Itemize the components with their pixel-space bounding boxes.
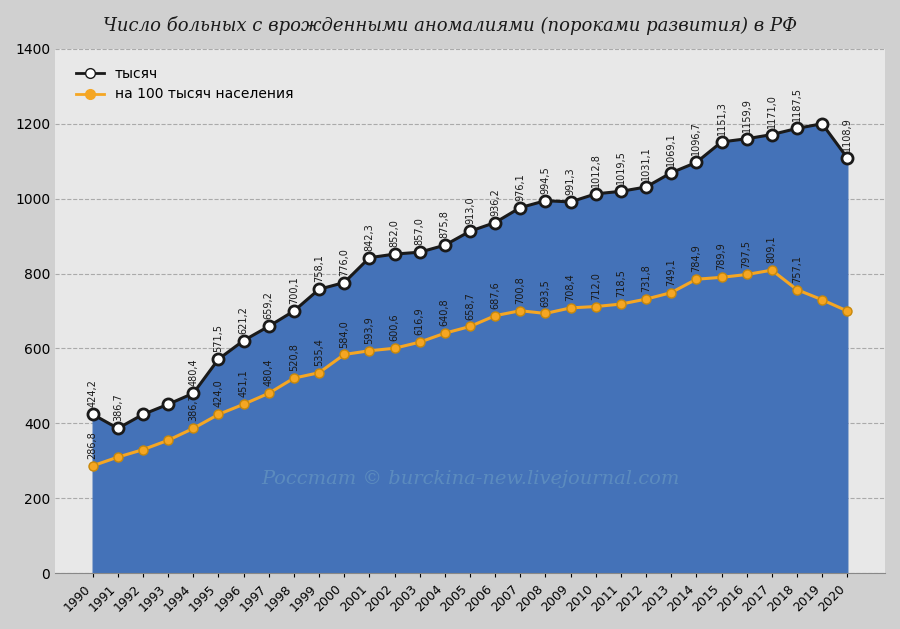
Text: 842,3: 842,3 [364,223,374,251]
Text: 1159,9: 1159,9 [742,98,751,132]
Text: 584,0: 584,0 [339,320,349,348]
Text: 480,4: 480,4 [264,359,274,386]
Text: 593,9: 593,9 [364,316,374,344]
Text: 621,2: 621,2 [238,306,248,333]
Text: 386,7: 386,7 [188,394,198,421]
Text: 757,1: 757,1 [792,255,802,282]
Text: 1019,5: 1019,5 [616,150,625,184]
Text: 687,6: 687,6 [491,281,500,309]
Text: 731,8: 731,8 [641,264,651,292]
Text: 852,0: 852,0 [390,220,400,247]
Text: 424,0: 424,0 [213,380,223,408]
Text: 520,8: 520,8 [289,343,299,371]
Text: 571,5: 571,5 [213,324,223,352]
Text: 789,9: 789,9 [716,243,726,270]
Text: 535,4: 535,4 [314,338,324,365]
Text: 451,1: 451,1 [238,370,248,398]
Text: 700,1: 700,1 [289,276,299,304]
Text: 1031,1: 1031,1 [641,147,651,180]
Text: 1012,8: 1012,8 [590,153,601,187]
Legend: тысяч, на 100 тысяч населения: тысяч, на 100 тысяч населения [70,61,299,107]
Text: 708,4: 708,4 [565,273,576,301]
Text: 1187,5: 1187,5 [792,87,802,121]
Text: 616,9: 616,9 [415,308,425,335]
Text: 424,2: 424,2 [87,379,98,408]
Text: 600,6: 600,6 [390,314,400,342]
Text: 913,0: 913,0 [465,197,475,225]
Text: 286,8: 286,8 [87,431,98,459]
Text: 659,2: 659,2 [264,291,274,320]
Text: 776,0: 776,0 [339,248,349,276]
Text: 640,8: 640,8 [440,299,450,326]
Text: 693,5: 693,5 [540,279,551,306]
Text: 784,9: 784,9 [691,245,701,272]
Text: 700,8: 700,8 [516,276,526,304]
Text: Росстат © burckina-new.livejournal.com: Росстат © burckina-new.livejournal.com [261,470,680,488]
Text: 857,0: 857,0 [415,218,425,245]
Text: 991,3: 991,3 [565,167,576,195]
Text: 658,7: 658,7 [465,292,475,320]
Text: 875,8: 875,8 [440,210,450,238]
Text: 1069,1: 1069,1 [666,132,676,166]
Text: 749,1: 749,1 [666,258,676,286]
Text: 386,7: 386,7 [112,394,123,421]
Text: 1108,9: 1108,9 [842,117,852,151]
Text: 1151,3: 1151,3 [716,101,726,135]
Text: 1096,7: 1096,7 [691,121,701,155]
Text: 976,1: 976,1 [516,173,526,201]
Text: 809,1: 809,1 [767,236,777,263]
Text: 797,5: 797,5 [742,240,751,267]
Text: 758,1: 758,1 [314,255,324,282]
Text: 994,5: 994,5 [540,166,551,194]
Text: 718,5: 718,5 [616,269,625,297]
Text: 480,4: 480,4 [188,359,198,386]
Text: Число больных с врожденными аномалиями (пороками развития) в РФ: Число больных с врожденными аномалиями (… [103,16,797,35]
Text: 1171,0: 1171,0 [767,94,777,128]
Text: 936,2: 936,2 [491,188,500,216]
Text: 712,0: 712,0 [590,272,601,299]
